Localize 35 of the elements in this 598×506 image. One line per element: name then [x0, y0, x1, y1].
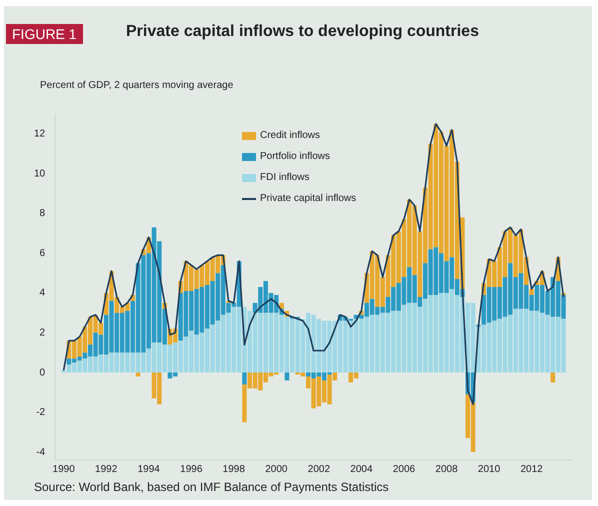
x-tick-label: 2004 — [350, 464, 373, 475]
y-tick-label: -2 — [36, 407, 46, 418]
x-tick-label: 2006 — [392, 464, 416, 475]
x-tick-label: 2008 — [435, 464, 458, 475]
x-tick-label: 1990 — [52, 464, 76, 475]
x-tick-label: 1994 — [138, 464, 160, 475]
legend-label: Credit inflows — [260, 130, 320, 141]
source-note: Source: World Bank, based on IMF Balance of Payments Statistics — [34, 480, 389, 494]
x-tick-label: 2012 — [520, 464, 544, 475]
x-tick-label: 1998 — [222, 464, 246, 475]
bar — [279, 302, 284, 309]
x-tick-label: 1996 — [180, 464, 203, 475]
caption: FIGURE 1 — [6, 24, 83, 44]
y-tick-label: 10 — [34, 168, 46, 180]
x-tick-label: 2002 — [308, 464, 330, 475]
legend-label: Private capital inflows — [260, 193, 356, 204]
bar — [136, 372, 140, 376]
y-tick-label: 6 — [40, 248, 46, 259]
chart-title: Private capital inflows to developing countries — [126, 23, 479, 41]
y-tick-label: 12 — [34, 128, 46, 140]
bar — [550, 372, 556, 382]
legend-label: FDI inflows — [260, 172, 310, 183]
bar — [284, 372, 290, 380]
y-tick-label: 2 — [40, 327, 46, 338]
x-tick-label: 1992 — [95, 464, 118, 475]
x-tick-label: 2000 — [265, 464, 288, 475]
y-tick-label: 8 — [40, 208, 46, 220]
y-tick-label: -4 — [36, 446, 46, 458]
y-tick-label: 4 — [40, 288, 46, 299]
bar — [529, 288, 534, 295]
legend-label: Portfolio inflows — [260, 151, 330, 162]
x-tick-label: 2010 — [478, 464, 501, 475]
y-axis-title: Percent of GDP, 2 quarters moving average — [40, 80, 234, 91]
y-tick-label: 0 — [40, 367, 46, 378]
bar — [242, 372, 247, 384]
